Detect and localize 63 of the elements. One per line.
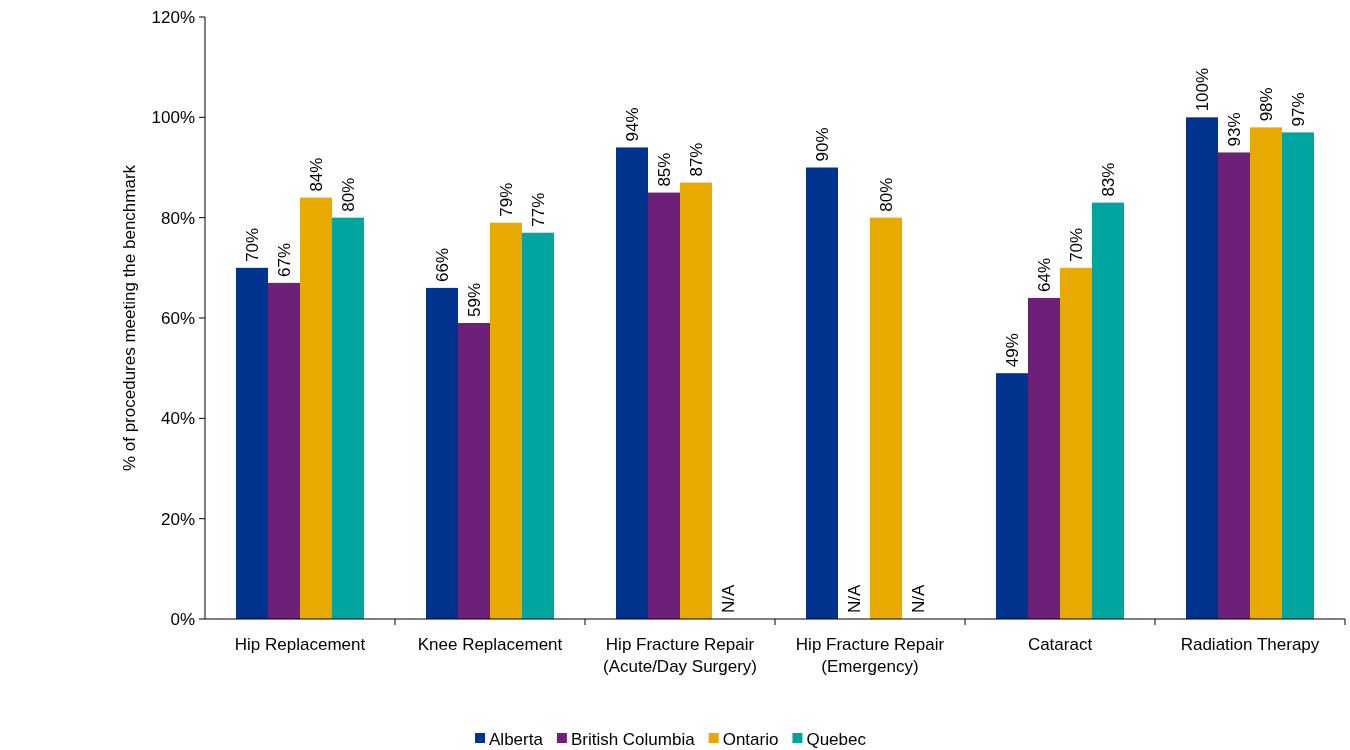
data-label: 93%	[1225, 112, 1244, 147]
data-label: 80%	[339, 177, 358, 212]
data-label: 98%	[1257, 87, 1276, 122]
bar	[522, 232, 554, 619]
x-tick-label: Hip Replacement	[234, 635, 366, 654]
y-tick-label: 60%	[160, 308, 195, 328]
bar	[1092, 202, 1124, 619]
data-label: 84%	[307, 157, 326, 192]
bar	[1218, 152, 1250, 619]
y-axis-title: % of procedures meeting the benchmark	[120, 164, 139, 472]
data-label: 77%	[529, 192, 548, 227]
bar	[1282, 132, 1314, 619]
data-label: 70%	[1067, 227, 1086, 262]
data-label: 87%	[687, 142, 706, 177]
bar	[1060, 267, 1092, 619]
data-label: 59%	[465, 282, 484, 318]
bar	[332, 217, 364, 619]
x-tick-label: Hip Fracture Repair (Acute/Day Surgery)	[603, 635, 757, 676]
x-tick-label: Radiation Therapy	[1180, 635, 1320, 654]
data-label: 97%	[1289, 92, 1308, 127]
bar	[268, 282, 300, 619]
data-label: 80%	[877, 177, 896, 212]
legend-label: Quebec	[806, 730, 867, 749]
data-label: 90%	[813, 127, 832, 162]
legend-label: Ontario	[722, 730, 779, 749]
legend-label: British Columbia	[570, 730, 696, 749]
bar	[806, 167, 838, 619]
data-label: 70%	[243, 227, 262, 262]
x-tick-label: Hip Fracture Repair (Emergency)	[795, 635, 945, 676]
bar	[996, 373, 1028, 619]
bar	[236, 267, 268, 619]
y-tick-label: 20%	[160, 509, 195, 529]
bar	[458, 323, 490, 619]
y-tick-label: 80%	[160, 208, 195, 228]
bar	[648, 192, 680, 619]
bar	[1250, 127, 1282, 619]
y-tick-label: 40%	[160, 409, 195, 429]
bar	[1028, 297, 1060, 619]
legend-label: Alberta	[489, 730, 544, 749]
data-label: 49%	[1003, 333, 1022, 368]
bar	[680, 182, 712, 619]
bar	[870, 217, 902, 619]
y-tick-label: 100%	[151, 108, 195, 128]
bar	[1186, 117, 1218, 619]
data-label: 100%	[1193, 67, 1212, 112]
text: N/A	[719, 584, 738, 613]
y-tick-label: 0%	[170, 609, 195, 629]
x-tick-label: Cataract	[1027, 635, 1093, 654]
data-label: 66%	[433, 247, 452, 282]
y-tick-label: 120%	[151, 7, 195, 27]
bar	[616, 147, 648, 619]
data-label: 64%	[1035, 257, 1054, 292]
data-label: 85%	[655, 152, 674, 187]
bar	[300, 197, 332, 619]
data-label: 94%	[623, 107, 642, 142]
x-tick-label: Knee Replacement	[417, 635, 563, 654]
data-label: 67%	[275, 242, 294, 277]
data-label: 83%	[1099, 162, 1118, 197]
text: N/A	[909, 584, 928, 613]
bar	[426, 287, 458, 619]
text: N/A	[845, 584, 864, 613]
bar	[490, 222, 522, 619]
data-label: 79%	[497, 182, 516, 217]
